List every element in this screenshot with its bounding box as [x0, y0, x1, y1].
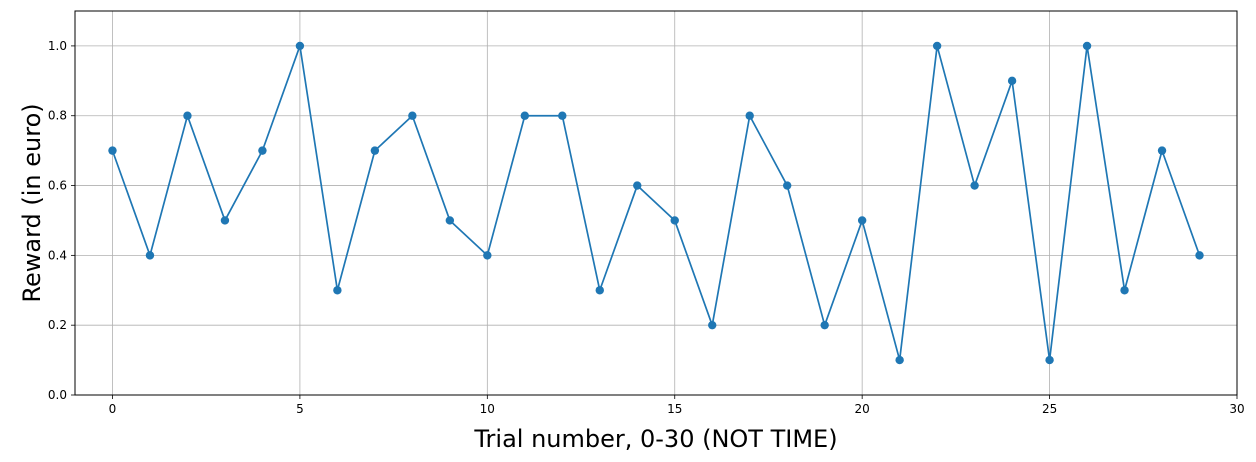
data-point — [633, 181, 642, 190]
series-line-group — [108, 41, 1204, 365]
data-point — [220, 216, 230, 225]
x-axis-label: Trial number, 0-30 (NOT TIME) — [473, 425, 837, 453]
x-tick-label: 10 — [480, 402, 495, 416]
data-point — [895, 355, 904, 365]
data-point — [857, 216, 867, 225]
y-tick-label: 1.0 — [48, 39, 67, 53]
data-point — [1082, 41, 1092, 51]
data-point — [595, 286, 604, 295]
data-point — [483, 251, 492, 260]
y-axis-label: Reward (in euro) — [18, 103, 46, 302]
data-point — [258, 146, 267, 155]
data-point — [1045, 355, 1054, 365]
data-point — [1157, 146, 1167, 155]
data-point — [820, 320, 829, 330]
plot-frame — [74, 10, 1238, 396]
x-tick-label: 15 — [667, 402, 682, 416]
data-point — [1007, 76, 1017, 86]
data-point — [670, 216, 679, 225]
data-point — [295, 41, 305, 51]
x-tick-label: 5 — [296, 402, 304, 416]
data-point — [520, 111, 530, 120]
data-point — [145, 251, 155, 260]
x-tick-label: 0 — [109, 402, 117, 416]
grid-lines — [75, 11, 1238, 396]
x-tick-label: 30 — [1229, 402, 1244, 416]
x-tick-label: 20 — [855, 402, 870, 416]
data-point — [370, 146, 380, 155]
data-point — [745, 111, 754, 120]
data-point — [183, 111, 192, 120]
axis-ticks: 0 5 10 15 20 25 30 0.0 0.2 0.4 0.6 0.8 1.0 — [48, 39, 1245, 416]
data-point — [445, 216, 455, 225]
x-tick-label: 25 — [1042, 402, 1057, 416]
data-point — [970, 181, 979, 190]
y-tick-label: 0.2 — [48, 318, 67, 332]
data-point — [333, 286, 342, 295]
data-point — [558, 111, 567, 120]
y-tick-label: 0.8 — [48, 109, 67, 123]
data-point — [708, 320, 717, 330]
data-point — [1195, 251, 1204, 260]
data-point — [108, 146, 117, 155]
data-point — [1120, 286, 1129, 295]
series-line — [111, 45, 1201, 361]
data-point — [782, 181, 792, 190]
data-point — [408, 111, 417, 120]
y-tick-label: 0.0 — [48, 388, 67, 402]
y-tick-label: 0.6 — [48, 179, 67, 193]
y-tick-label: 0.4 — [48, 248, 67, 262]
data-point — [932, 41, 942, 51]
